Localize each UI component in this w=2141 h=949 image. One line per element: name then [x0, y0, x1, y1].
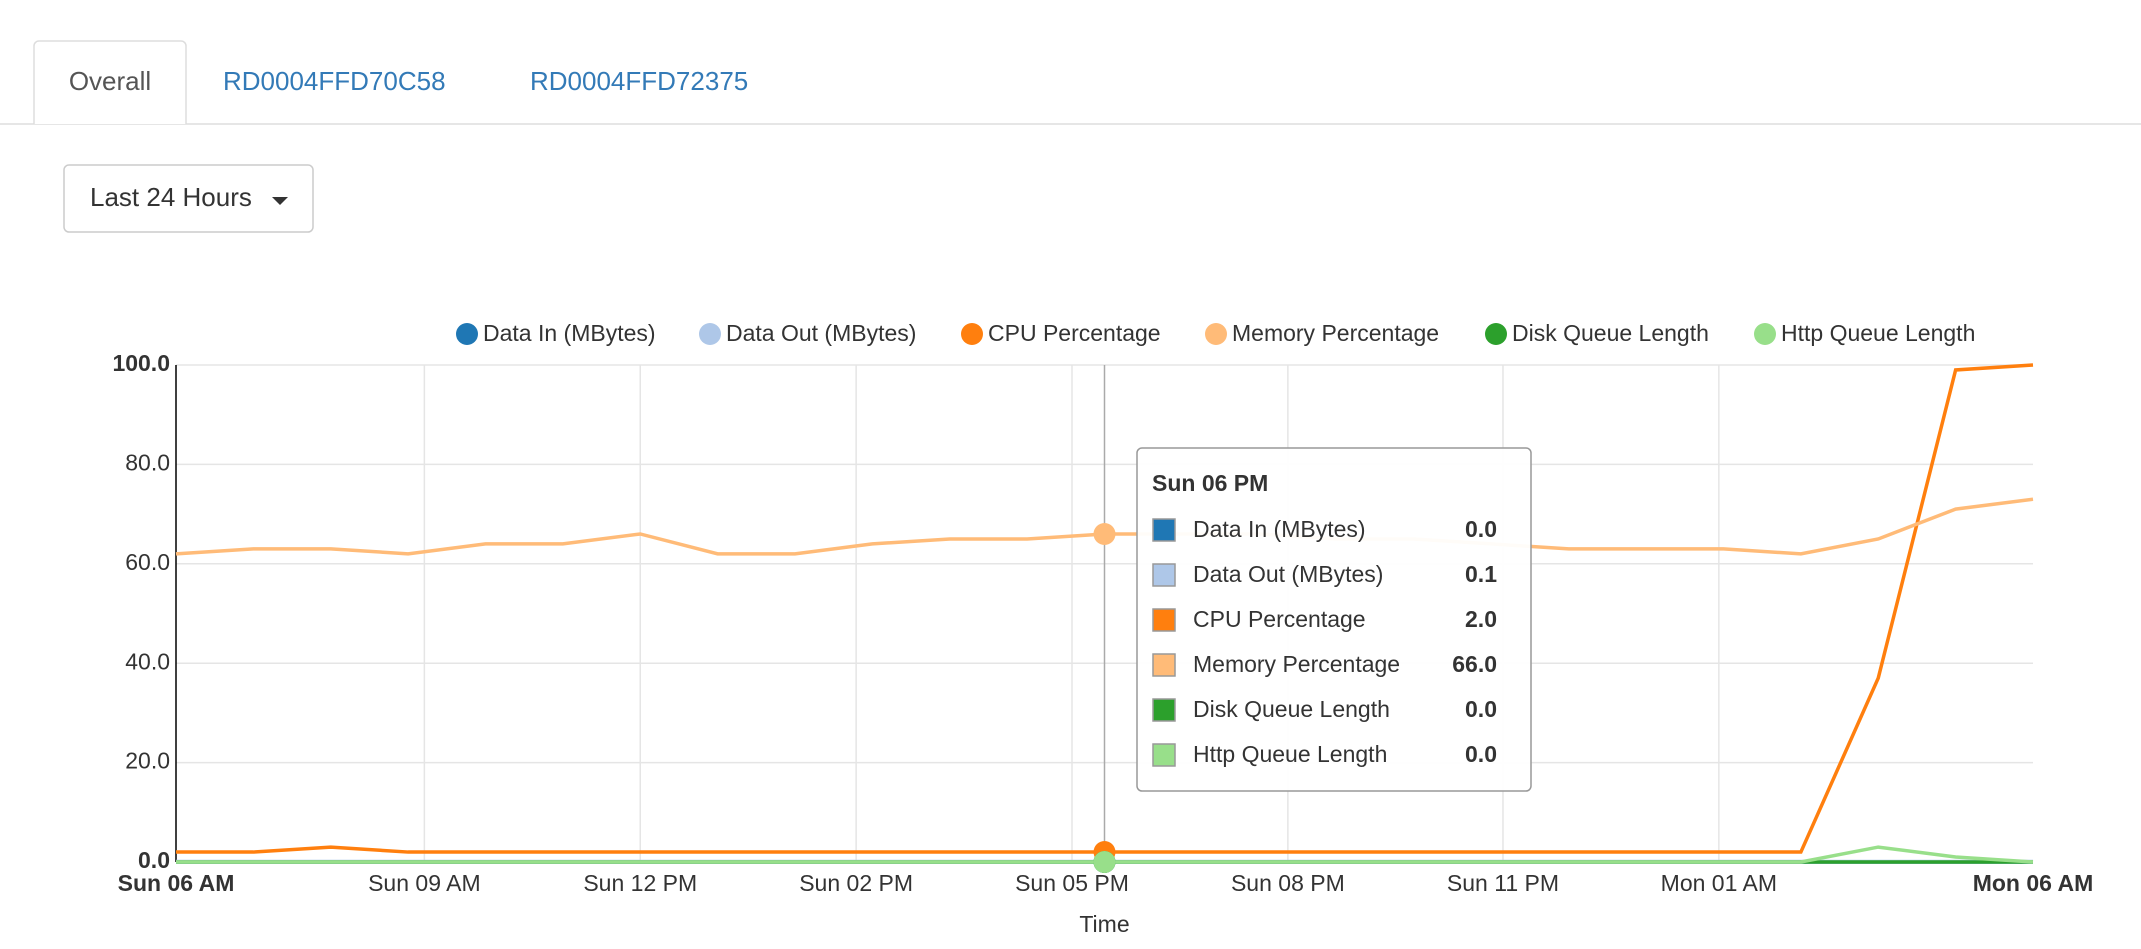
tooltip-value: 0.0 — [1465, 741, 1497, 767]
tooltip-value: 0.0 — [1465, 516, 1497, 542]
x-tick-label: Sun 06 AM — [118, 870, 235, 896]
x-tick-label: Sun 08 PM — [1231, 870, 1345, 896]
tooltip-value: 66.0 — [1452, 651, 1497, 677]
tooltip-swatch — [1152, 653, 1176, 677]
legend-label: Memory Percentage — [1232, 320, 1439, 346]
legend-swatch — [961, 323, 983, 345]
caret — [272, 197, 288, 205]
tab[interactable]: Overall — [69, 66, 151, 96]
dropdown[interactable] — [63, 164, 314, 233]
tab[interactable]: RD0004FFD70C58 — [223, 66, 446, 96]
legend-label: Disk Queue Length — [1512, 320, 1709, 346]
legend-label: Data Out (MBytes) — [726, 320, 916, 346]
tooltip-name: Data Out (MBytes) — [1193, 561, 1383, 587]
legend-label: CPU Percentage — [988, 320, 1161, 346]
tooltip — [1136, 447, 1532, 792]
tooltip-swatch — [1152, 608, 1176, 632]
dropdown-label[interactable]: Last 24 Hours — [90, 182, 252, 212]
tab[interactable]: RD0004FFD72375 — [530, 66, 748, 96]
y-tick-label: 100.0 — [112, 350, 170, 376]
x-tick-label: Sun 12 PM — [583, 870, 697, 896]
y-tick-label: 40.0 — [125, 648, 170, 674]
legend-swatch — [1754, 323, 1776, 345]
x-tick-label: Mon 06 AM — [1973, 870, 2094, 896]
tooltip-name: Disk Queue Length — [1193, 696, 1390, 722]
x-tick-label: Sun 11 PM — [1447, 870, 1559, 896]
tooltip-value: 0.0 — [1465, 696, 1497, 722]
legend-label: Http Queue Length — [1781, 320, 1975, 346]
y-tick-label: 20.0 — [125, 748, 170, 774]
x-tick-label: Sun 02 PM — [799, 870, 913, 896]
tooltip-name: Data In (MBytes) — [1193, 516, 1366, 542]
tooltip-value: 2.0 — [1465, 606, 1497, 632]
tooltip-swatch — [1152, 743, 1176, 767]
tooltip-swatch — [1152, 698, 1176, 722]
legend-swatch — [1205, 323, 1227, 345]
y-tick-label: 0.0 — [138, 847, 170, 873]
legend-swatch — [699, 323, 721, 345]
tooltip-name: CPU Percentage — [1193, 606, 1366, 632]
x-tick-label: Mon 01 AM — [1661, 870, 1777, 896]
tooltip-value: 0.1 — [1465, 561, 1497, 587]
y-tick-label: 60.0 — [125, 549, 170, 575]
legend-swatch — [1485, 323, 1507, 345]
tooltip-swatch — [1152, 518, 1176, 542]
tooltip-swatch — [1152, 563, 1176, 587]
x-tick-label: Sun 05 PM — [1015, 870, 1129, 896]
hover-point — [1093, 851, 1116, 873]
hover-point — [1093, 522, 1116, 545]
legend-swatch — [456, 323, 478, 345]
tooltip-title: Sun 06 PM — [1152, 470, 1268, 496]
tooltip-name: Http Queue Length — [1193, 741, 1387, 767]
tooltip-name: Memory Percentage — [1193, 651, 1400, 677]
x-tick-label: Sun 09 AM — [368, 870, 481, 896]
x-axis-label: Time — [1079, 911, 1129, 937]
active-tab[interactable] — [33, 40, 187, 124]
legend-label: Data In (MBytes) — [483, 320, 656, 346]
y-tick-label: 80.0 — [125, 449, 170, 475]
